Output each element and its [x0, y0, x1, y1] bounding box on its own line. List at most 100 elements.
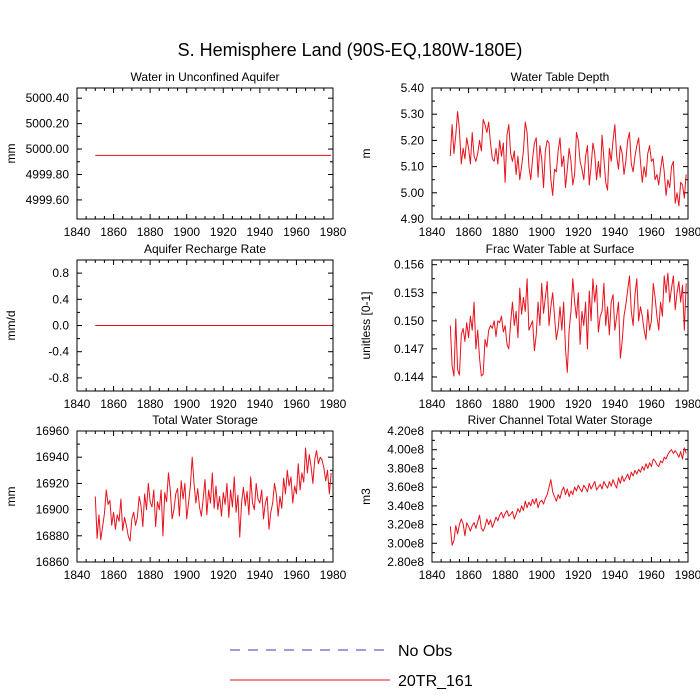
- x-tick-label: 1900: [173, 568, 200, 582]
- x-tick-label: 1840: [419, 225, 446, 239]
- panel-title: Total Water Storage: [152, 413, 258, 427]
- x-tick-label: 1940: [247, 225, 274, 239]
- y-tick-label: 4.20e8: [387, 424, 424, 438]
- x-tick-label: 1900: [528, 225, 555, 239]
- panel-aquifer-recharge-rate: Aquifer Recharge Rate mm/d 1840 1860 1880 190…: [4, 242, 347, 411]
- panel-frac-water-table-at-surface: Frac Water Table at Surface unitless [0-1…: [359, 242, 700, 411]
- plot-frame: [431, 87, 689, 220]
- y-axis-label: unitless [0-1]: [359, 291, 373, 359]
- y-axis-label: mm: [4, 144, 18, 164]
- y-tick-label: 0.150: [394, 314, 424, 328]
- x-tick-label: 1880: [492, 397, 519, 411]
- x-tick-label: 1980: [320, 568, 347, 582]
- x-tick-label: 1880: [137, 225, 164, 239]
- x-tick-label: 1860: [100, 568, 127, 582]
- y-tick-label: 0.144: [394, 370, 424, 384]
- y-tick-label: 4.90: [401, 212, 425, 226]
- y-axis-label: m: [359, 149, 373, 159]
- x-tick-label: 1860: [455, 225, 482, 239]
- x-tick-label: 1960: [638, 397, 665, 411]
- x-tick-label: 1880: [137, 397, 164, 411]
- x-tick-label: 1980: [675, 225, 700, 239]
- x-tick-label: 1940: [602, 397, 629, 411]
- panel-title: Water in Unconfined Aquifer: [131, 70, 280, 84]
- y-tick-label: 16920: [36, 476, 70, 490]
- panel-title: Aquifer Recharge Rate: [144, 242, 266, 256]
- plot-frame: [431, 430, 689, 563]
- x-tick-label: 1860: [455, 568, 482, 582]
- y-tick-label: 16900: [36, 503, 70, 517]
- x-tick-label: 1960: [638, 225, 665, 239]
- y-tick-label: 5.30: [401, 107, 425, 121]
- x-tick-label: 1960: [283, 397, 310, 411]
- x-tick-label: 1920: [565, 568, 592, 582]
- figure-title: S. Hemisphere Land (90S-EQ,180W-180E): [178, 40, 523, 60]
- y-tick-label: 16880: [36, 529, 70, 543]
- series-line-20tr-161: [94, 447, 332, 542]
- y-tick-label: 16940: [36, 450, 70, 464]
- x-tick-label: 1960: [638, 568, 665, 582]
- x-tick-label: 1860: [100, 397, 127, 411]
- y-tick-label: 0.8: [52, 266, 69, 280]
- x-tick-label: 1860: [100, 225, 127, 239]
- y-tick-label: 5.40: [401, 81, 425, 95]
- x-tick-label: 1840: [64, 397, 91, 411]
- plot-frame: [76, 87, 334, 220]
- x-tick-label: 1860: [455, 397, 482, 411]
- x-tick-label: 1880: [492, 225, 519, 239]
- x-tick-label: 1880: [492, 568, 519, 582]
- y-tick-label: 0.4: [52, 292, 69, 306]
- y-tick-label: 3.00e8: [387, 536, 424, 550]
- x-tick-label: 1920: [565, 397, 592, 411]
- y-tick-label: 3.40e8: [387, 499, 424, 513]
- y-tick-label: -0.4: [48, 345, 69, 359]
- y-tick-label: 3.20e8: [387, 518, 424, 532]
- y-tick-label: 4.00e8: [387, 443, 424, 457]
- legend-label-no-obs: No Obs: [398, 643, 452, 660]
- y-tick-label: 0.0: [52, 319, 69, 333]
- y-tick-label: 4999.80: [26, 167, 70, 181]
- x-tick-label: 1940: [247, 397, 274, 411]
- x-tick-label: 1940: [247, 568, 274, 582]
- x-tick-label: 1900: [528, 397, 555, 411]
- panel-total-water-storage: Total Water Storage mm 1840 1860 1880 1900 192…: [4, 413, 347, 582]
- y-tick-label: 0.153: [394, 286, 424, 300]
- y-tick-label: 5.10: [401, 160, 425, 174]
- x-tick-label: 1980: [675, 397, 700, 411]
- y-tick-label: 5000.00: [26, 142, 70, 156]
- x-tick-label: 1940: [602, 225, 629, 239]
- plot-frame: [76, 430, 334, 563]
- y-tick-label: 2.80e8: [387, 555, 424, 569]
- panel-title: Water Table Depth: [511, 70, 610, 84]
- y-tick-label: 0.156: [394, 258, 424, 272]
- x-tick-label: 1980: [675, 568, 700, 582]
- series-line-20tr-161: [449, 111, 687, 207]
- x-tick-label: 1840: [64, 568, 91, 582]
- y-tick-label: 5000.20: [26, 117, 70, 131]
- panels: Water in Unconfined Aquifer mm 1840 1860 188…: [4, 70, 700, 582]
- plot-frame: [76, 259, 334, 392]
- x-tick-label: 1920: [210, 397, 237, 411]
- x-tick-label: 1920: [210, 568, 237, 582]
- x-tick-label: 1900: [528, 568, 555, 582]
- y-tick-label: 4999.60: [26, 193, 70, 207]
- x-tick-label: 1840: [419, 397, 446, 411]
- legend: No Obs 20TR_161: [230, 643, 473, 690]
- y-tick-label: 5000.40: [26, 91, 70, 105]
- x-tick-label: 1840: [64, 225, 91, 239]
- x-tick-label: 1980: [320, 397, 347, 411]
- panel-title: River Channel Total Water Storage: [468, 413, 653, 427]
- panel-water-table-depth: Water Table Depth m 1840 1860 1880 1900 1920 19…: [359, 70, 700, 239]
- x-tick-label: 1900: [173, 397, 200, 411]
- x-tick-label: 1920: [210, 225, 237, 239]
- y-tick-label: 3.60e8: [387, 480, 424, 494]
- y-tick-label: 16860: [36, 555, 70, 569]
- x-tick-label: 1920: [565, 225, 592, 239]
- y-tick-label: -0.8: [48, 371, 69, 385]
- panel-title: Frac Water Table at Surface: [486, 242, 635, 256]
- x-tick-label: 1900: [173, 225, 200, 239]
- panel-river-channel-total-water-storage: River Channel Total Water Storage m3 1840 1…: [359, 413, 700, 582]
- plot-frame: [431, 259, 689, 392]
- x-tick-label: 1940: [602, 568, 629, 582]
